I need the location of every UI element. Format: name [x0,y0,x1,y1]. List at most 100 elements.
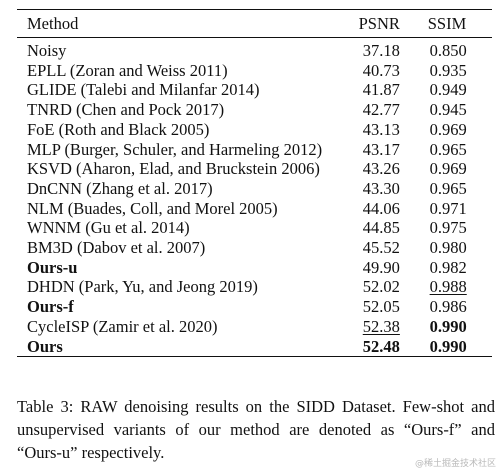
psnr-cell-text: 41.87 [362,80,400,100]
psnr-cell-text: 40.73 [362,60,400,80]
ssim-cell-text: 0.935 [429,60,467,80]
psnr-cell: 42.77 [363,100,430,120]
ssim-cell-text: 0.990 [429,316,467,336]
psnr-cell-text: 44.85 [362,218,400,238]
table-row: GLIDE (Talebi and Milanfar 2014) 41.87 0.9… [17,80,492,100]
psnr-cell: 52.48 [363,337,430,357]
method-cell-text: CycleISP (Zamir et al. 2020) [27,316,218,336]
ssim-cell: 0.990 [430,337,492,357]
table-row: BM3D (Dabov et al. 2007) 45.52 0.980 [17,238,492,258]
method-cell: WNNM (Gu et al. 2014) [17,218,363,238]
bottom-rule [17,356,492,358]
psnr-cell-text: 42.77 [362,100,400,120]
header-psnr: PSNR [358,14,400,33]
results-table-container: Method PSNR SSIM Noisy 37.18 0.850 EPLL (Zo… [17,9,492,358]
results-table-body: Noisy 37.18 0.850 EPLL (Zoran and Weiss 201… [17,38,492,356]
psnr-cell-text: 43.17 [362,139,400,159]
method-cell-text: GLIDE (Talebi and Milanfar 2014) [27,80,260,100]
psnr-cell: 52.02 [363,277,430,297]
psnr-cell: 40.73 [363,61,430,81]
table-row: CycleISP (Zamir et al. 2020) 52.38 0.990 [17,317,492,337]
method-cell: Ours-f [17,297,363,317]
psnr-cell-text: 43.13 [362,119,400,139]
table-row: EPLL (Zoran and Weiss 2011) 40.73 0.935 [17,61,492,81]
ssim-cell-text: 0.988 [429,277,467,297]
method-cell-text: BM3D (Dabov et al. 2007) [27,238,206,258]
method-cell: DHDN (Park, Yu, and Jeong 2019) [17,277,363,297]
table-row: WNNM (Gu et al. 2014) 44.85 0.975 [17,218,492,238]
method-cell-text: TNRD (Chen and Pock 2017) [27,100,225,120]
psnr-cell: 44.06 [363,199,430,219]
method-cell-text: MLP (Burger, Schuler, and Harmeling 2012… [27,139,323,159]
method-cell-text: EPLL (Zoran and Weiss 2011) [27,60,228,80]
method-cell: BM3D (Dabov et al. 2007) [17,238,363,258]
method-cell: Noisy [17,38,363,61]
table-row: MLP (Burger, Schuler, and Harmeling 2012… [17,140,492,160]
ssim-cell-text: 0.965 [429,139,467,159]
ssim-cell-text: 0.986 [429,297,467,317]
psnr-cell-text: 37.18 [362,41,400,60]
ssim-cell: 0.988 [430,277,492,297]
header-row: Method PSNR SSIM [17,10,492,37]
ssim-cell: 0.982 [430,258,492,278]
ssim-cell-text: 0.990 [429,336,467,356]
header-ssim: SSIM [427,14,467,33]
table-row: TNRD (Chen and Pock 2017) 42.77 0.945 [17,100,492,120]
method-cell-text: KSVD (Aharon, Elad, and Bruckstein 2006) [27,159,320,179]
ssim-cell: 0.971 [430,199,492,219]
psnr-cell: 43.17 [363,140,430,160]
psnr-cell-text: 44.06 [362,198,400,218]
ssim-cell-text: 0.975 [429,218,467,238]
psnr-cell: 45.52 [363,238,430,258]
ssim-cell-text: 0.971 [429,198,467,218]
ssim-cell: 0.965 [430,179,492,199]
method-cell: GLIDE (Talebi and Milanfar 2014) [17,80,363,100]
psnr-cell-text: 49.90 [362,257,400,277]
psnr-cell: 43.26 [363,159,430,179]
method-cell: Ours-u [17,258,363,278]
results-table: Method PSNR SSIM [17,10,492,37]
method-cell-text: DnCNN (Zhang et al. 2017) [27,178,213,198]
method-cell-text: NLM (Buades, Coll, and Morel 2005) [27,198,278,218]
psnr-cell: 52.05 [363,297,430,317]
method-cell: TNRD (Chen and Pock 2017) [17,100,363,120]
table-caption: Table 3: RAW denoising results on the SI… [17,397,495,462]
table-row: DHDN (Park, Yu, and Jeong 2019) 52.02 0.98… [17,277,492,297]
psnr-cell-text: 52.48 [362,336,400,356]
psnr-cell: 41.87 [363,80,430,100]
ssim-cell: 0.975 [430,218,492,238]
table-row: Ours-f 52.05 0.986 [17,297,492,317]
psnr-cell-text: 52.02 [362,277,400,297]
method-cell: Ours [17,337,363,357]
method-cell: DnCNN (Zhang et al. 2017) [17,179,363,199]
method-cell-text: Noisy [27,41,67,60]
ssim-cell: 0.945 [430,100,492,120]
psnr-cell: 49.90 [363,258,430,278]
ssim-cell: 0.980 [430,238,492,258]
ssim-cell-text: 0.969 [429,119,467,139]
ssim-cell: 0.986 [430,297,492,317]
method-cell: MLP (Burger, Schuler, and Harmeling 2012… [17,140,363,160]
psnr-cell-text: 45.52 [362,238,400,258]
ssim-cell-text: 0.965 [429,178,467,198]
table-row: FoE (Roth and Black 2005) 43.13 0.969 [17,120,492,140]
ssim-cell: 0.935 [430,61,492,81]
method-cell: CycleISP (Zamir et al. 2020) [17,317,363,337]
method-cell-text: Ours [27,336,63,356]
method-cell-text: Ours-u [27,257,78,277]
psnr-cell: 37.18 [363,38,430,61]
ssim-cell-text: 0.969 [429,159,467,179]
psnr-cell-text: 52.05 [362,297,400,317]
ssim-cell: 0.969 [430,120,492,140]
method-cell: KSVD (Aharon, Elad, and Bruckstein 2006) [17,159,363,179]
table-row: NLM (Buades, Coll, and Morel 2005) 44.06 0… [17,199,492,219]
psnr-cell-text: 43.30 [362,178,400,198]
ssim-cell-text: 0.980 [429,238,467,258]
ssim-cell-text: 0.850 [429,41,467,60]
psnr-cell-text: 43.26 [362,159,400,179]
table-row: DnCNN (Zhang et al. 2017) 43.30 0.965 [17,179,492,199]
method-cell-text: WNNM (Gu et al. 2014) [27,218,190,238]
psnr-cell: 43.13 [363,120,430,140]
method-cell-text: FoE (Roth and Black 2005) [27,119,210,139]
method-cell: NLM (Buades, Coll, and Morel 2005) [17,199,363,219]
